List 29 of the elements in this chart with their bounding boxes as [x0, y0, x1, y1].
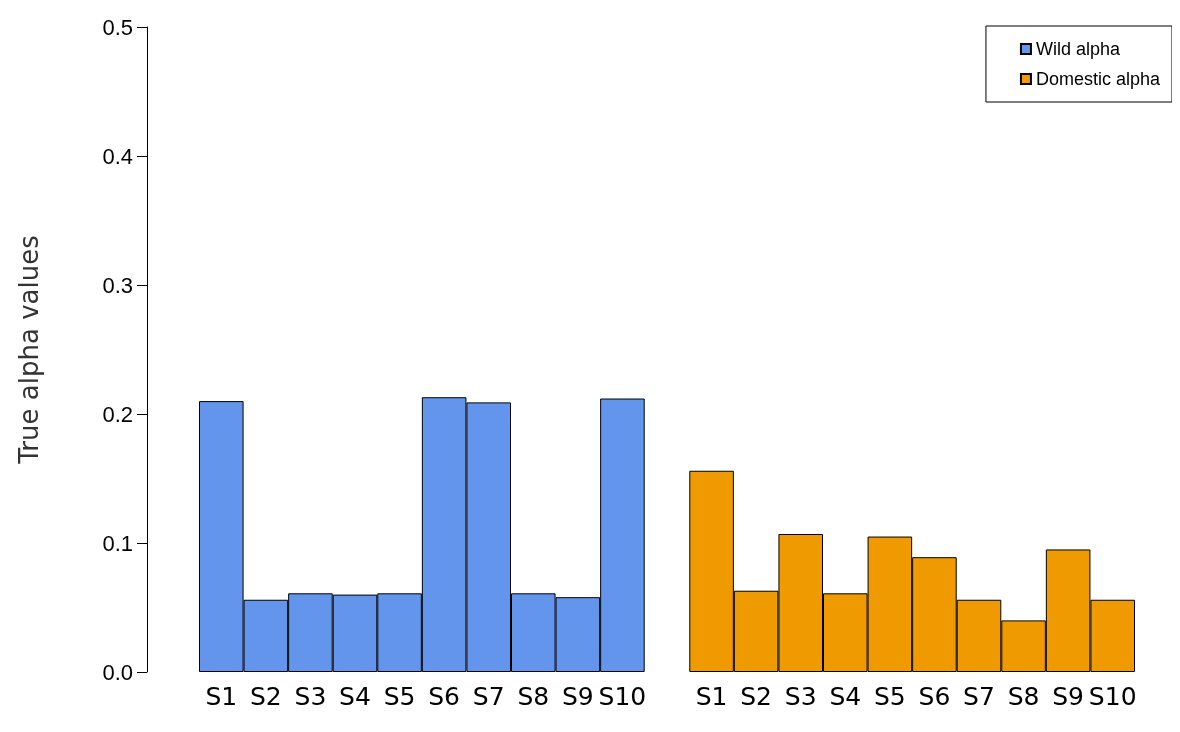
y-tick-label: 0.0 — [102, 659, 133, 685]
x-tick-label: S3 — [294, 682, 327, 711]
y-tick-label: 0.1 — [102, 530, 133, 556]
legend-label: Domestic alpha — [1035, 69, 1161, 89]
y-tick-label: 0.2 — [102, 401, 133, 427]
y-tick-label: 0.4 — [102, 143, 133, 169]
y-tick-label: 0.3 — [102, 272, 133, 298]
x-tick-label: S6 — [428, 682, 461, 711]
x-tick-label: S10 — [1088, 682, 1137, 711]
x-tick-label: S6 — [918, 682, 951, 711]
x-tick-label: S9 — [1052, 682, 1085, 711]
x-tick-label: S5 — [873, 682, 906, 711]
legend-label: Wild alpha — [1035, 39, 1121, 59]
x-tick-label: S1 — [205, 682, 238, 711]
x-tick-label: S1 — [695, 682, 728, 711]
x-tick-label: S4 — [829, 682, 862, 711]
y-tick-label: 0.5 — [102, 14, 133, 40]
x-tick-label: S7 — [963, 682, 995, 711]
x-tick-label: S8 — [1007, 682, 1040, 711]
x-tick-label: S3 — [784, 682, 817, 711]
x-tick-label: S5 — [383, 682, 416, 711]
x-tick-label: S2 — [740, 682, 773, 711]
x-tick-label: S10 — [598, 682, 647, 711]
x-tick-label: S7 — [472, 682, 505, 711]
y-axis-title: True alpha values — [14, 235, 44, 465]
x-tick-label: S4 — [339, 682, 371, 711]
x-tick-label: S9 — [561, 682, 594, 711]
x-tick-label: S8 — [517, 682, 550, 711]
x-tick-label: S2 — [249, 682, 282, 711]
